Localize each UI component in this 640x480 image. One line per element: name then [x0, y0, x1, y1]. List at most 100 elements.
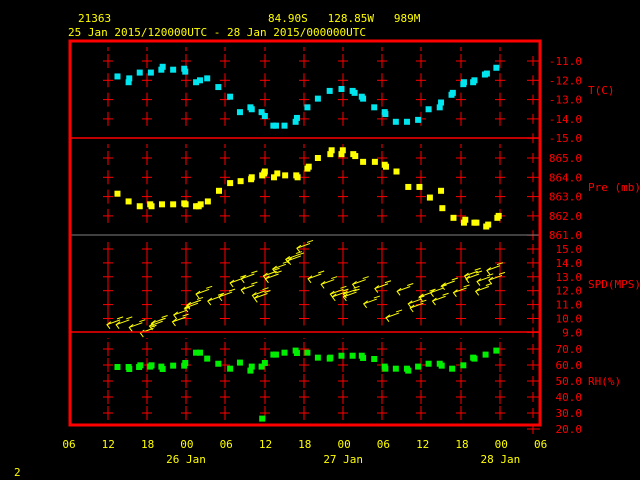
- wind-arrow-head: [331, 293, 337, 302]
- x-tick-label: 12: [416, 438, 429, 451]
- data-point: [258, 109, 265, 116]
- wind-arrow-barb: [353, 285, 360, 289]
- wind-arrow-barb: [463, 284, 470, 288]
- wind-arrow-barb: [407, 283, 414, 287]
- data-point: [237, 178, 244, 185]
- data-point: [261, 113, 268, 120]
- data-point: [460, 362, 467, 369]
- data-point: [148, 203, 155, 210]
- data-point: [382, 111, 389, 118]
- y-tick-label: 40.0: [556, 391, 583, 404]
- wind-arrow-barb: [275, 270, 282, 274]
- y-tick-label: 14.0: [556, 257, 583, 270]
- wind-arrow-barb: [161, 315, 168, 318]
- data-point: [495, 212, 502, 219]
- y-tick-label: 9.0: [562, 326, 582, 339]
- y-tick-label: 865.0: [549, 152, 582, 165]
- wind-arrow-head: [271, 265, 277, 274]
- wind-arrow: [486, 262, 504, 275]
- data-point: [182, 360, 189, 366]
- data-point: [170, 362, 177, 369]
- wind-arrow: [362, 295, 381, 309]
- station-location: 84.90S 128.85W 989M: [268, 12, 421, 25]
- wind-arrow-head: [396, 287, 402, 296]
- wind-arrow-shaft: [486, 265, 501, 271]
- wind-arrow-barb: [474, 267, 481, 271]
- wind-arrow-shaft: [254, 293, 268, 299]
- wind-arrow-head: [195, 290, 201, 299]
- wind-arrow-shaft: [218, 291, 233, 298]
- x-tick-label: 06: [377, 438, 390, 451]
- wind-arrow: [474, 283, 493, 296]
- data-point: [114, 190, 121, 197]
- data-point: [403, 118, 410, 125]
- x-tick-label: 12: [102, 438, 115, 451]
- data-point: [272, 351, 279, 358]
- data-point: [258, 363, 265, 370]
- wind-arrow: [218, 288, 236, 302]
- data-point: [170, 201, 177, 208]
- axes: -11.0 -12.0 -13.0 -14.0 -15.0 T(C) 865.0 864.0 8…: [62, 39, 640, 466]
- data-point: [236, 359, 243, 366]
- wind-arrow-barb: [116, 316, 124, 320]
- y-tick-label: 50.0: [556, 375, 583, 388]
- data-point: [405, 367, 412, 374]
- wind-arrow-head: [171, 318, 177, 327]
- data-point: [483, 70, 490, 77]
- data-point: [383, 163, 390, 170]
- wind-arrow-barb: [342, 288, 349, 292]
- wind-arrow: [452, 284, 470, 298]
- wind-arrow: [195, 285, 213, 299]
- wind-arrow-barb: [362, 276, 369, 280]
- x-tick-label: 00: [495, 438, 508, 451]
- data-point: [227, 93, 234, 100]
- wind-arrow-barb: [182, 313, 189, 317]
- wind-arrow-head: [106, 321, 112, 329]
- wind-arrow-shaft: [272, 263, 286, 270]
- x-tick-label: 06: [220, 438, 233, 451]
- wind-arrow-head: [474, 287, 480, 296]
- data-point: [259, 415, 266, 422]
- x-tick-label: 06: [534, 438, 547, 451]
- wind-arrow-head: [207, 297, 213, 306]
- data-point: [215, 360, 222, 367]
- wind-arrow-head: [362, 300, 368, 309]
- wind-arrow-shaft: [475, 286, 490, 292]
- data-point: [215, 187, 222, 194]
- data-point: [248, 363, 255, 370]
- wind-arrow-shaft: [106, 319, 121, 326]
- data-point: [193, 79, 200, 86]
- wind-arrow-shaft: [320, 279, 335, 285]
- data-point: [471, 77, 478, 84]
- time-period: 25 Jan 2015/120000UTC - 28 Jan 2015/0000…: [68, 26, 366, 39]
- wind-arrow-barb: [295, 251, 303, 255]
- data-point: [170, 66, 177, 73]
- wind-arrow-shaft: [287, 255, 302, 262]
- wind-arrow: [106, 316, 124, 329]
- data-point: [405, 183, 412, 190]
- data-point: [125, 198, 132, 205]
- data-point: [338, 352, 345, 359]
- data-point: [148, 362, 155, 369]
- y-tick-label: -12.0: [549, 74, 582, 87]
- wind-arrow-head: [150, 319, 156, 328]
- data-point: [360, 158, 367, 165]
- wind-arrow-head: [486, 267, 492, 275]
- data-point: [371, 158, 378, 165]
- wind-arrow-shaft: [343, 288, 357, 295]
- data-point: [471, 355, 478, 362]
- data-point: [114, 73, 121, 80]
- wind-arrow-head: [173, 311, 179, 320]
- wind-arrow-shaft: [241, 284, 255, 291]
- wind-arrow-shaft: [374, 283, 389, 290]
- data-point: [327, 151, 334, 158]
- wind-arrow-barb: [429, 288, 436, 292]
- wind-arrow-head: [240, 275, 246, 284]
- x-tick-label: 00: [180, 438, 193, 451]
- data-point: [304, 349, 311, 356]
- wind-arrow-head: [296, 244, 302, 253]
- data-point: [293, 350, 300, 356]
- wind-arrow-shaft: [172, 316, 186, 323]
- wind-arrow-shaft: [476, 276, 491, 283]
- wind-arrow-barb: [496, 262, 504, 266]
